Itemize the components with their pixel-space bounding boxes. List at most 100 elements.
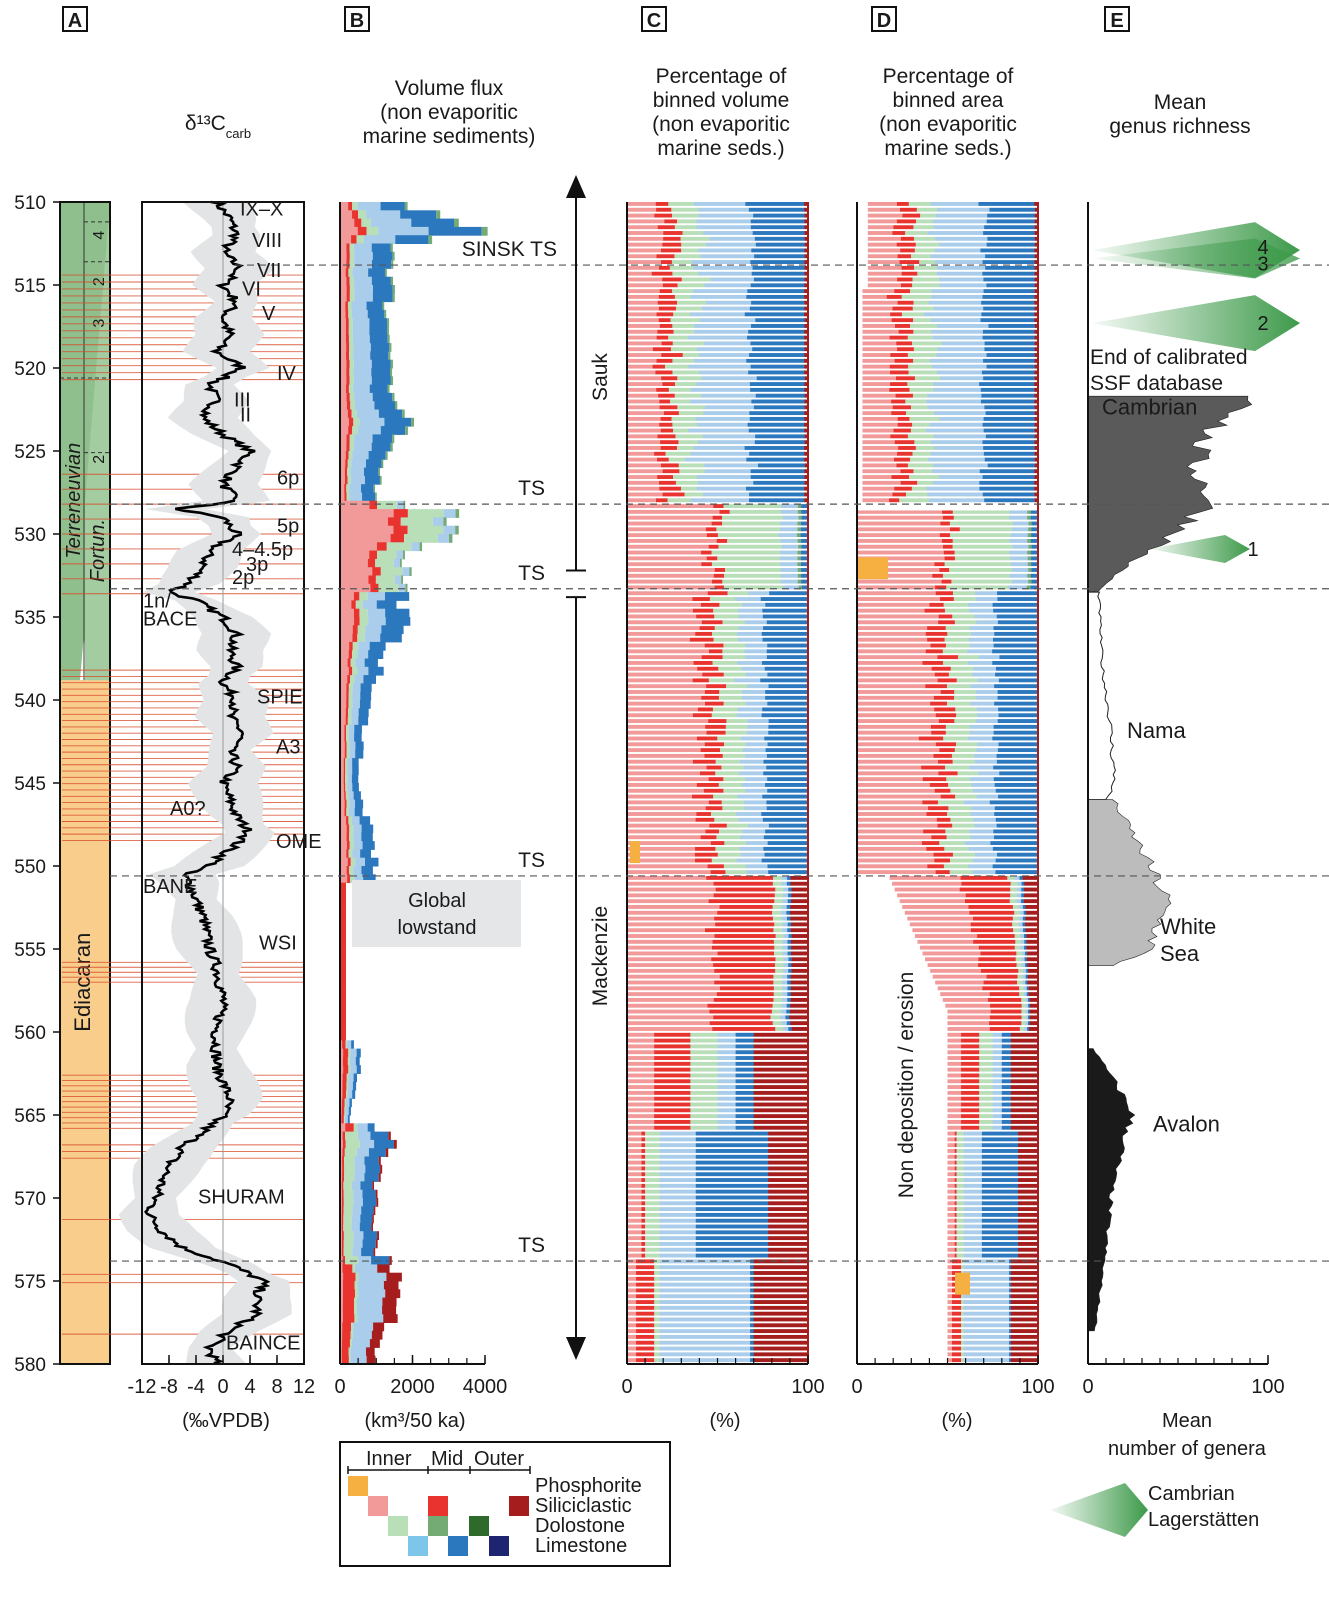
pct-bar [654,1050,691,1055]
pct-bar [696,422,748,427]
pct-bar [933,695,955,700]
flux-bar [340,758,344,767]
flux-bar [355,1056,360,1066]
period-label-fortunian: Fortun. [87,519,109,582]
pct-bar [910,405,928,410]
pct-bar [1009,1276,1012,1281]
pct-bar [789,1015,809,1020]
pct-bar [917,480,934,485]
pct-bar [750,1317,754,1322]
flux-bar [346,359,350,369]
pct-empty [857,1061,948,1066]
pct-bar [782,939,788,944]
flux-bar [356,409,379,419]
pct-bar [744,446,805,450]
pct-bar [641,1241,646,1246]
pct-bar [947,1119,962,1124]
pct-empty [857,1015,948,1020]
flux-bar [347,1115,350,1124]
pct-bar [669,265,694,270]
pct-bar [914,440,931,445]
pct-bar [690,1032,718,1037]
pct-bar [750,1352,754,1357]
pct-bar [673,312,691,317]
pct-bar [949,521,1014,526]
pct-bar [1028,544,1032,549]
pct-bar [753,1300,809,1304]
pct-bar [627,1212,642,1217]
pct-empty [857,207,868,212]
pct-bar [696,736,718,741]
pct-bar [768,1230,809,1235]
flux-bar [394,575,402,585]
flux-bar [369,500,378,510]
pct-bar [627,939,713,944]
pct-empty [857,945,920,950]
pct-bar [717,1114,736,1119]
pct-empty [857,283,868,288]
pct-bar [738,637,763,642]
pct-bar [1021,1021,1026,1026]
pct-bar [690,451,750,456]
pct-bar [961,1305,965,1310]
flux-bar [340,708,346,718]
pct-bar [654,1334,660,1339]
pct-bar [627,498,657,503]
pct-bar [893,428,912,433]
pct-bar [709,1009,773,1014]
pct-bar [757,463,806,468]
pct-bar [993,730,1039,735]
pct-bar [908,370,938,375]
flux-bar [340,500,370,510]
pct-bar [697,707,714,712]
pct-bar [950,817,974,822]
flux-bar [345,301,348,311]
pct-bar [942,573,1010,578]
pct-bar [717,1032,736,1037]
pct-bar [797,556,802,561]
flux-bar [382,1297,397,1307]
pct-bar [933,387,982,392]
pct-bar [627,736,698,741]
pct-bar [1001,1032,1012,1037]
pct-bar [862,399,892,404]
pct-bar [938,277,984,282]
pct-bar [673,475,698,479]
pct-bar [707,591,728,596]
flux-bar [449,534,453,543]
pct-bar [900,236,915,241]
pct-bar [695,1154,769,1159]
pct-bar [964,899,1010,904]
pct-bar [930,202,979,206]
pct-bar [1034,265,1039,270]
flux-bar [340,1131,343,1141]
flux-bar [385,1148,389,1157]
flux-bar [359,700,371,709]
pct-bar [992,846,1039,851]
pct-empty [857,213,868,218]
pct-bar [641,1131,646,1136]
flux-bar [372,434,393,444]
flux-bar [342,1297,355,1307]
panel-a-title: δ¹³Ccarb [185,112,251,141]
flux-bar [364,658,378,668]
flux-bar [349,832,354,842]
pct-bar [900,207,918,212]
flux-bar [343,783,346,792]
pct-bar [857,550,945,555]
flux-bar [341,1222,344,1232]
pct-bar [627,393,659,398]
pct-bar [981,1207,1019,1212]
pct-bar [657,225,676,230]
pct-bar [778,533,798,538]
pct-bar [892,881,962,886]
pct-bar [780,579,799,584]
pct-bar [787,928,792,933]
pct-bar [954,1137,957,1142]
pct-bar [961,1079,980,1084]
flux-bar [388,1131,391,1141]
pct-bar [804,318,809,323]
pct-bar [994,783,1039,787]
flux-bar [341,1247,344,1257]
pct-bar [768,870,809,875]
